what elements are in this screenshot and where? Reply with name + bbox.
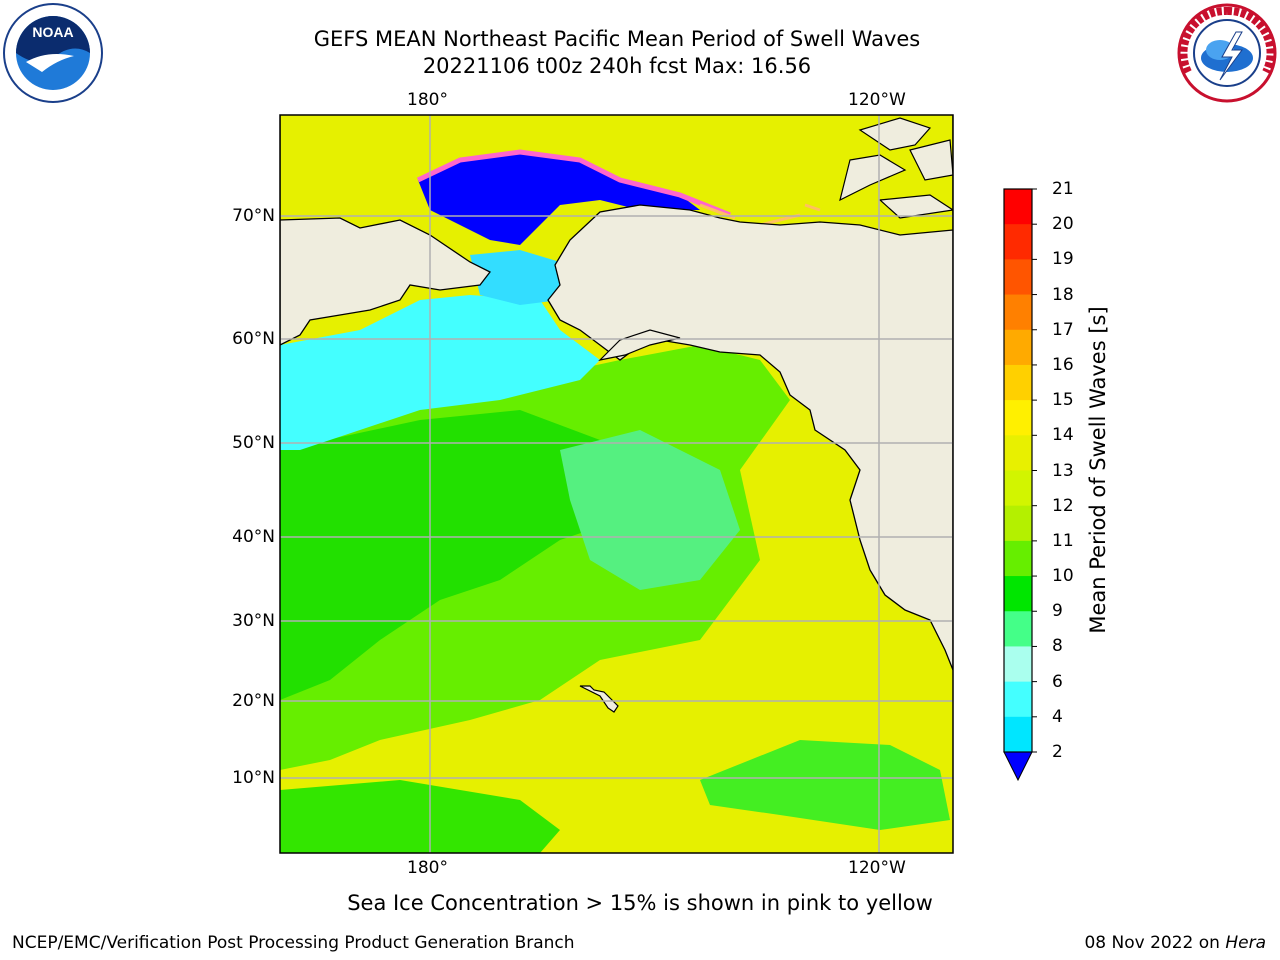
field-cyan-bering — [280, 295, 600, 450]
lat-70n: 70°N — [232, 206, 275, 226]
colorbar-segment — [1004, 576, 1032, 612]
colorbar-segment — [1004, 329, 1032, 366]
colorbar-tick-label: 10 — [1052, 566, 1074, 587]
lat-30n: 30°N — [232, 611, 275, 631]
colorbar-segment — [1004, 259, 1032, 296]
colorbar-title: Mean Period of Swell Waves [s] — [1086, 306, 1110, 634]
colorbar-segment — [1004, 611, 1032, 647]
field-lightgreen-center — [560, 430, 740, 590]
footer-machine: Hera — [1225, 933, 1266, 953]
colorbar-segment — [1004, 540, 1032, 577]
colorbar-tick-label: 18 — [1052, 284, 1074, 305]
lon-top-180: 180° — [407, 90, 448, 110]
lat-10n: 10°N — [232, 768, 275, 788]
footer-date: 08 Nov 2022 on Hera — [1084, 932, 1266, 954]
field-green-deep — [280, 410, 650, 700]
colorbar-tick-label: 19 — [1052, 249, 1074, 270]
colorbar-tick-label: 13 — [1052, 460, 1074, 481]
colorbar-tick-label: 20 — [1052, 214, 1074, 235]
colorbar-segment — [1004, 716, 1032, 753]
chart-subtitle: 20221106 t00z 240h fcst Max: 16.56 — [422, 54, 812, 78]
chart-title: GEFS MEAN Northeast Pacific Mean Period … — [313, 27, 921, 51]
graticule — [280, 115, 953, 853]
colorbar-segment — [1004, 646, 1032, 683]
land-aleutian-peninsula — [598, 329, 681, 361]
field-blue-arctic — [418, 152, 700, 245]
colorbar-segment — [1004, 435, 1032, 471]
colorbar-segment — [1004, 681, 1032, 718]
colorbar-segment — [1004, 470, 1032, 507]
colorbar-tick-label: 4 — [1052, 706, 1063, 727]
field-green-south — [280, 780, 560, 853]
nws-logo — [1176, 2, 1278, 104]
colorbar-tick-label: 2 — [1052, 742, 1063, 762]
sea-ice-caption: Sea Ice Concentration > 15% is shown in … — [347, 891, 933, 915]
colorbar-tick-label: 21 — [1052, 179, 1074, 199]
colorbar-tick-label: 9 — [1052, 601, 1063, 622]
land-hawaii — [579, 685, 619, 713]
lat-50n: 50°N — [232, 433, 275, 453]
colorbar-tick-label: 11 — [1052, 530, 1074, 551]
colorbar-segment — [1004, 364, 1032, 401]
lon-bottom-180: 180° — [407, 858, 448, 878]
colorbar-segment — [1004, 189, 1032, 225]
field-cyan-chukchi — [470, 250, 560, 305]
colorbar-extend-triangle — [1003, 751, 1033, 782]
lat-20n: 20°N — [232, 691, 275, 711]
map-frame — [279, 114, 954, 854]
colorbar-tick-label: 8 — [1052, 636, 1063, 657]
colorbar-tick-label: 17 — [1052, 319, 1074, 340]
noaa-logo: NOAA — [2, 2, 104, 104]
lon-top-120w: 120°W — [848, 90, 906, 110]
noaa-logo-text: NOAA — [32, 24, 73, 40]
colorbar-tick-label: 14 — [1052, 425, 1074, 446]
lat-60n: 60°N — [232, 329, 275, 349]
lon-bottom-120w: 120°W — [848, 858, 906, 878]
field-green-se — [700, 740, 950, 830]
colorbar-tick-label: 6 — [1052, 671, 1063, 692]
colorbar-tick-label: 15 — [1052, 390, 1074, 411]
field-ice-edge — [416, 149, 731, 218]
lat-40n: 40°N — [232, 527, 275, 547]
land-siberia — [280, 115, 491, 346]
colorbar-segment — [1004, 294, 1032, 331]
colorbar-tick-label: 16 — [1052, 354, 1074, 375]
colorbar-segment — [1004, 400, 1032, 436]
colorbar-segment — [1004, 224, 1032, 260]
footer-date-text: 08 Nov 2022 on — [1084, 933, 1226, 953]
colorbar-tick-label: 12 — [1052, 495, 1074, 516]
land-arctic-islands — [839, 117, 953, 219]
colorbar-segment — [1004, 505, 1032, 542]
footer-branch: NCEP/EMC/Verification Post Processing Pr… — [12, 933, 575, 953]
